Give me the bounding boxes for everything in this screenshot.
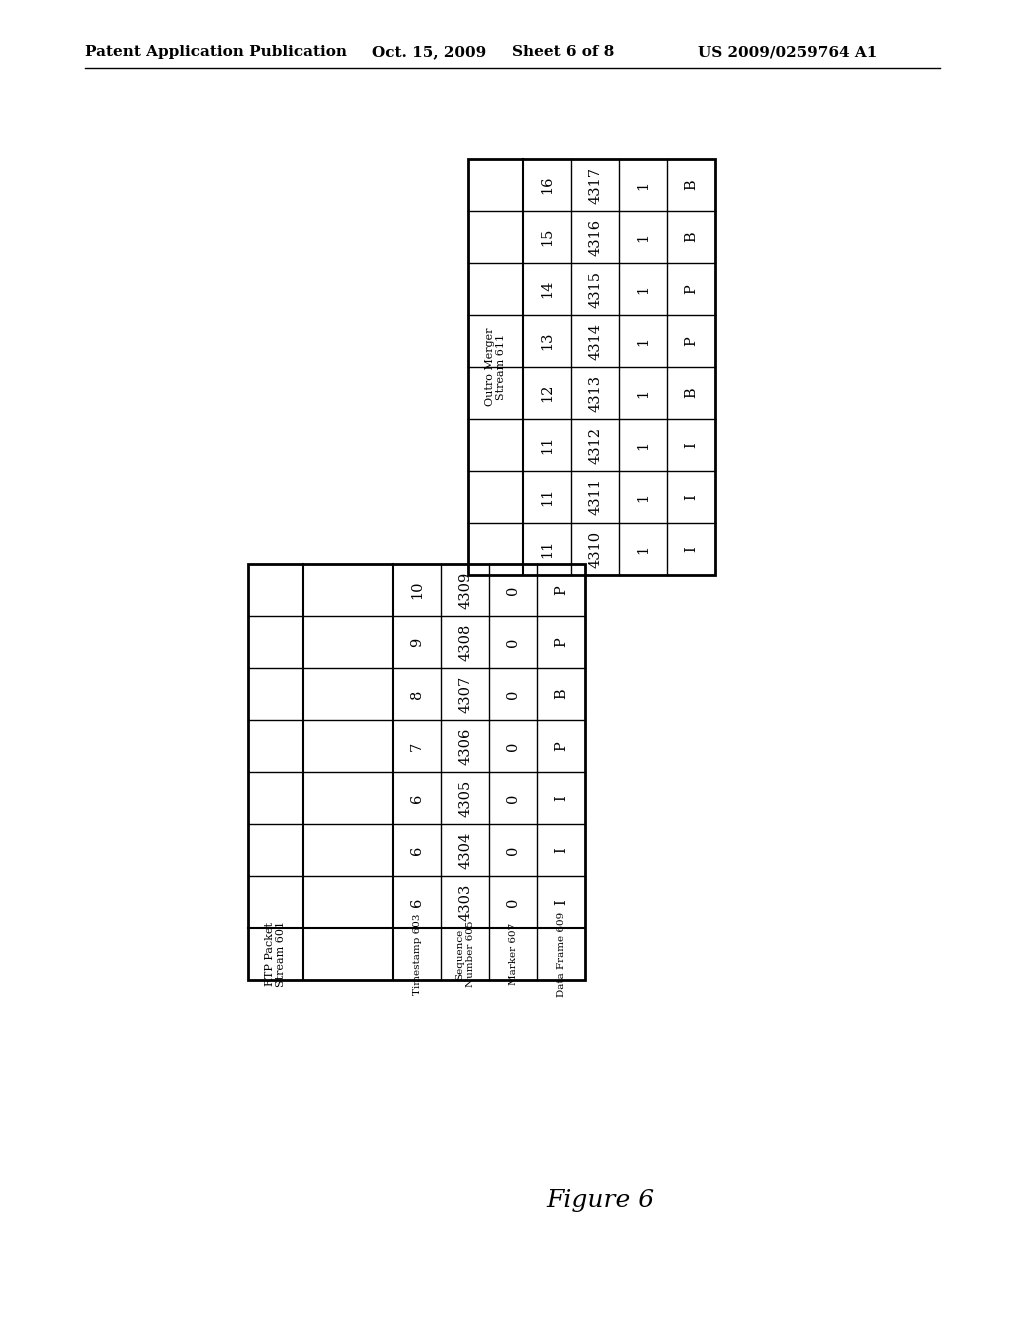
Text: 1: 1: [636, 388, 650, 397]
Text: P: P: [684, 337, 698, 346]
Text: Sequence
Number 605: Sequence Number 605: [456, 921, 475, 987]
Text: Outro Merger
Stream 611: Outro Merger Stream 611: [484, 327, 506, 407]
Text: RTP Packet
Stream 601: RTP Packet Stream 601: [264, 921, 287, 987]
Text: 4311: 4311: [588, 479, 602, 515]
Text: 4309: 4309: [458, 572, 472, 609]
Text: 4304: 4304: [458, 832, 472, 869]
Text: 14: 14: [540, 280, 554, 298]
Text: 6: 6: [410, 793, 424, 803]
Text: 11: 11: [540, 436, 554, 454]
Text: 8: 8: [410, 689, 424, 698]
Text: Marker 607: Marker 607: [509, 923, 517, 985]
Text: 0: 0: [506, 845, 520, 854]
Text: Data Frame 609: Data Frame 609: [556, 911, 565, 997]
Text: 12: 12: [540, 384, 554, 403]
Text: US 2009/0259764 A1: US 2009/0259764 A1: [698, 45, 878, 59]
Text: I: I: [684, 494, 698, 500]
Text: 0: 0: [506, 638, 520, 647]
Text: 9: 9: [410, 638, 424, 647]
Text: 6: 6: [410, 845, 424, 854]
Text: 1: 1: [636, 492, 650, 502]
Text: P: P: [554, 585, 568, 595]
Text: B: B: [684, 388, 698, 399]
Text: 1: 1: [636, 284, 650, 293]
Text: 4317: 4317: [588, 166, 602, 203]
Text: Sheet 6 of 8: Sheet 6 of 8: [512, 45, 614, 59]
Text: P: P: [554, 741, 568, 751]
Text: Oct. 15, 2009: Oct. 15, 2009: [372, 45, 486, 59]
Text: 4307: 4307: [458, 676, 472, 713]
Text: 4306: 4306: [458, 727, 472, 764]
Text: 11: 11: [540, 488, 554, 506]
Text: 0: 0: [506, 898, 520, 907]
Text: 16: 16: [540, 176, 554, 194]
Text: Patent Application Publication: Patent Application Publication: [85, 45, 347, 59]
Bar: [468, 158, 715, 576]
Bar: [468, 158, 715, 576]
Text: 4312: 4312: [588, 426, 602, 463]
Text: 1: 1: [636, 232, 650, 242]
Text: 11: 11: [540, 540, 554, 558]
Text: 4308: 4308: [458, 623, 472, 661]
Text: I: I: [684, 546, 698, 552]
Text: 7: 7: [410, 742, 424, 751]
Text: 4303: 4303: [458, 883, 472, 920]
Text: 4313: 4313: [588, 375, 602, 412]
Text: 10: 10: [410, 581, 424, 599]
Text: 1: 1: [636, 337, 650, 346]
Text: 13: 13: [540, 331, 554, 350]
Text: Timestamp 603: Timestamp 603: [413, 913, 422, 995]
Bar: [248, 564, 585, 979]
Text: 0: 0: [506, 793, 520, 803]
Text: 0: 0: [506, 689, 520, 698]
Text: 1: 1: [636, 181, 650, 190]
Text: 4314: 4314: [588, 322, 602, 359]
Text: 15: 15: [540, 228, 554, 247]
Text: 4315: 4315: [588, 271, 602, 308]
Text: B: B: [684, 232, 698, 243]
Text: 0: 0: [506, 742, 520, 751]
Text: 4316: 4316: [588, 218, 602, 256]
Text: I: I: [684, 442, 698, 447]
Text: P: P: [684, 284, 698, 294]
Text: I: I: [554, 795, 568, 801]
Text: 0: 0: [506, 585, 520, 595]
Text: 4310: 4310: [588, 531, 602, 568]
Bar: [248, 564, 585, 979]
Text: 1: 1: [636, 544, 650, 553]
Text: Figure 6: Figure 6: [546, 1188, 654, 1212]
Text: I: I: [554, 847, 568, 853]
Text: 1: 1: [636, 441, 650, 450]
Text: P: P: [554, 638, 568, 647]
Text: B: B: [684, 180, 698, 190]
Text: B: B: [554, 689, 568, 700]
Text: 4305: 4305: [458, 779, 472, 817]
Text: I: I: [554, 899, 568, 906]
Text: 6: 6: [410, 898, 424, 907]
